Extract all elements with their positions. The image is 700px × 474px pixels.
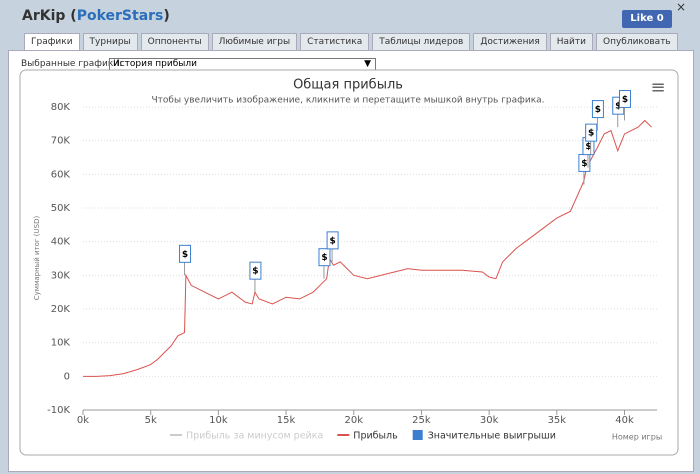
flag [591, 100, 604, 119]
select-value: История прибыли [113, 59, 197, 69]
flag-label: $ [321, 253, 327, 263]
y-tick-label: -10K [47, 405, 70, 416]
close-button[interactable]: × [676, 0, 687, 14]
flag-label: $ [585, 142, 591, 152]
tab[interactable]: Опубликовать [595, 33, 678, 51]
legend-swatch [412, 430, 423, 440]
x-tick-label: 30k [480, 415, 499, 426]
y-tick-label: 50K [51, 203, 71, 214]
x-axis-title: Номер игры [612, 433, 662, 442]
tab[interactable]: Турниры [82, 33, 138, 51]
flag [619, 89, 632, 108]
menu-button[interactable]: ≡ [650, 77, 665, 98]
y-tick-label: 0 [64, 371, 70, 382]
chart-title: Общая прибыль [293, 78, 403, 93]
paren: ( [70, 8, 77, 24]
tab-bar: Графики Турниры Оппоненты Любимые игры Стати… [24, 33, 678, 51]
flag-label: $ [622, 95, 628, 105]
tab[interactable]: Статистика [300, 33, 370, 51]
x-tick-label: 15k [277, 415, 296, 426]
y-tick-label: 70K [51, 136, 71, 147]
x-tick-label: 0k [77, 415, 89, 426]
flag-label: $ [182, 250, 188, 260]
y-tick-label: 60K [51, 169, 71, 180]
flag-label: $ [329, 236, 335, 246]
chart-subtitle: Чтобы увеличить изображение, кликните и … [151, 96, 544, 106]
tab[interactable]: Найти [549, 33, 593, 51]
flag [179, 244, 192, 263]
x-tick-label: 40k [615, 415, 634, 426]
legend-label: Прибыль [353, 431, 398, 442]
chart-frame [19, 69, 679, 456]
flag-label: $ [588, 129, 594, 139]
flag [249, 261, 262, 280]
tab[interactable]: Графики [24, 33, 80, 51]
x-tick-label: 5k [145, 415, 157, 426]
y-tick-label: 40K [51, 237, 71, 248]
legend-label: Значительные выигрыши [428, 431, 556, 442]
like-button[interactable]: Like 0 [622, 10, 672, 28]
x-tick-label: 25k [412, 415, 431, 426]
flag-label: $ [615, 102, 621, 112]
flag-label: $ [581, 159, 587, 169]
y-tick-label: 80K [51, 102, 71, 113]
header-title: ArKip (PokerStars) [22, 8, 170, 24]
paren: ) [163, 8, 170, 24]
y-tick-label: 10K [51, 338, 71, 349]
flag [585, 123, 598, 142]
selector-label: Выбранные графики: [21, 59, 123, 69]
flag [326, 231, 339, 250]
tab[interactable]: Достижения [473, 33, 547, 51]
site-link[interactable]: PokerStars [76, 8, 164, 24]
flag-label: $ [252, 267, 258, 277]
x-tick-label: 20k [344, 415, 363, 426]
x-tick-label: 10k [209, 415, 228, 426]
flag [318, 248, 331, 267]
select-arrow: ▼ [364, 59, 371, 69]
flag-label: $ [595, 105, 601, 115]
y-axis-title: Суммарный итог (USD) [33, 216, 41, 301]
player: ArKip [22, 8, 66, 24]
tab[interactable]: Оппоненты [140, 33, 209, 51]
y-tick-label: 20K [51, 304, 71, 315]
legend-label: Прибыль за минусом рейка [186, 431, 323, 442]
x-tick-label: 35k [548, 415, 567, 426]
y-tick-label: 30K [51, 270, 71, 281]
tab[interactable]: Таблицы лидеров [372, 33, 471, 51]
tab[interactable]: Любимые игры [211, 33, 298, 51]
